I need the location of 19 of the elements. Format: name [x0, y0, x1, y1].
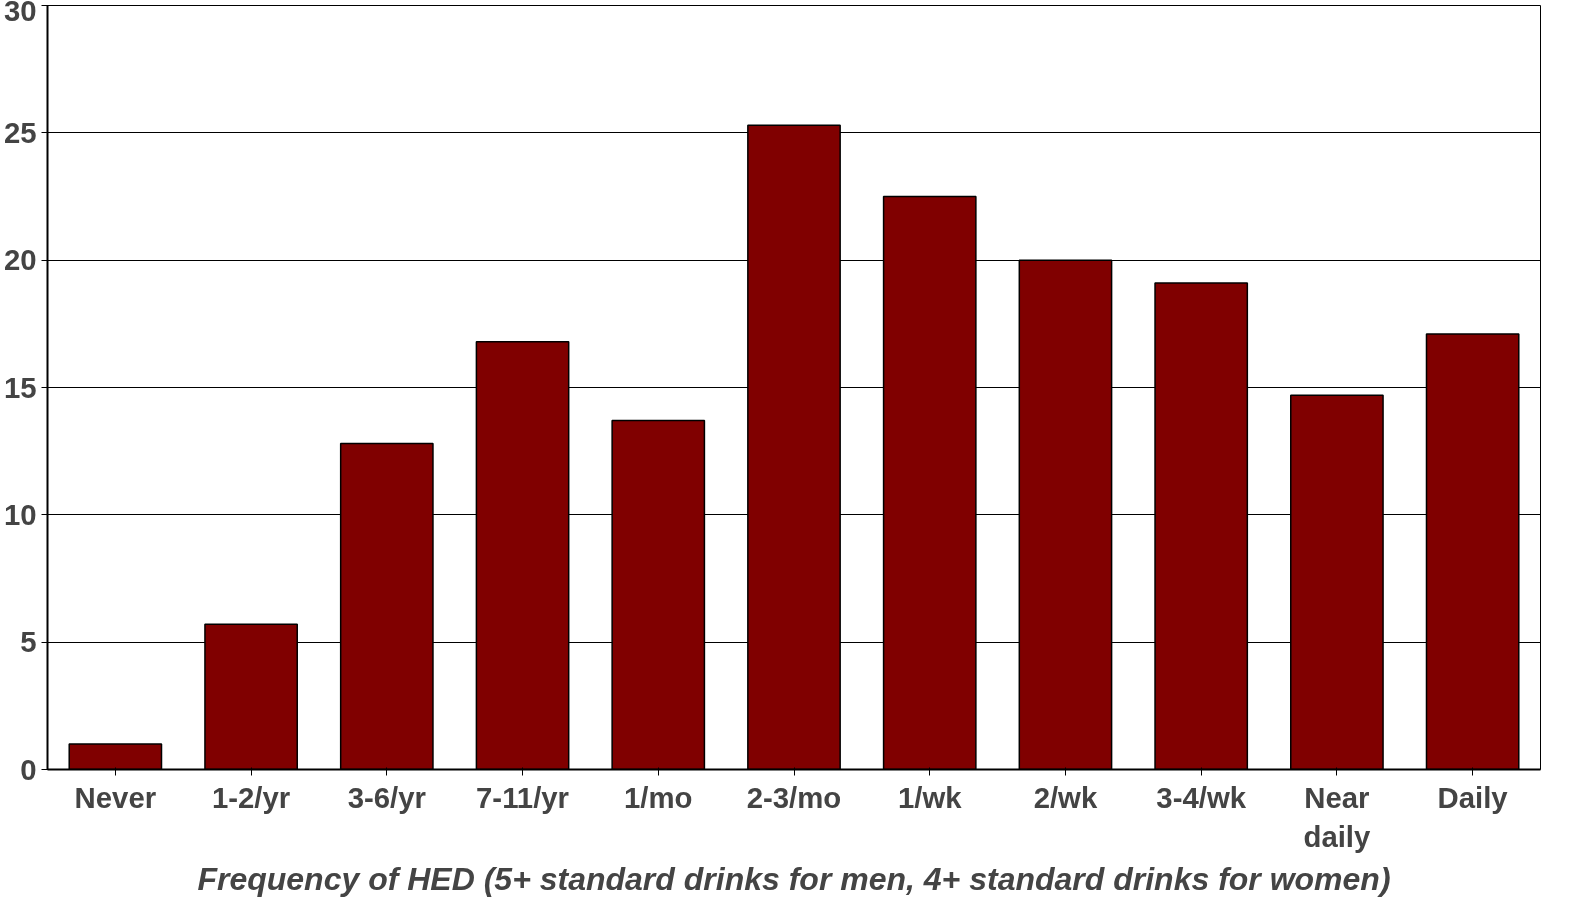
x-tick-label: Near daily — [1303, 780, 1372, 854]
x-tick-label: 3-6/yr — [347, 780, 426, 814]
y-tick-label: 30 — [3, 0, 37, 27]
x-axis-title: Frequency of HED (5+ standard drinks for men, 4+ standard drinks for women) — [197, 861, 1391, 898]
x-tick-label: 1/mo — [624, 780, 693, 814]
y-tick-label: 25 — [3, 115, 37, 149]
x-tick-label: 7-11/yr — [476, 780, 570, 814]
x-tick-label: Daily — [1437, 780, 1509, 814]
x-tick-label: Never — [74, 780, 157, 814]
y-tick-label: 20 — [3, 243, 37, 277]
x-tick-label: 2/wk — [1033, 780, 1098, 814]
y-tick-label: 15 — [3, 370, 37, 404]
x-tick-label: 1-2/yr — [211, 780, 291, 814]
y-tick-label: 0 — [20, 752, 37, 786]
x-tick-label: 1/wk — [897, 780, 963, 814]
y-tick-label: 10 — [3, 497, 37, 531]
y-tick-label: 5 — [20, 625, 37, 659]
x-tick-label: 3-4/wk — [1156, 780, 1247, 814]
x-tick-label: 2-3/mo — [746, 780, 842, 814]
